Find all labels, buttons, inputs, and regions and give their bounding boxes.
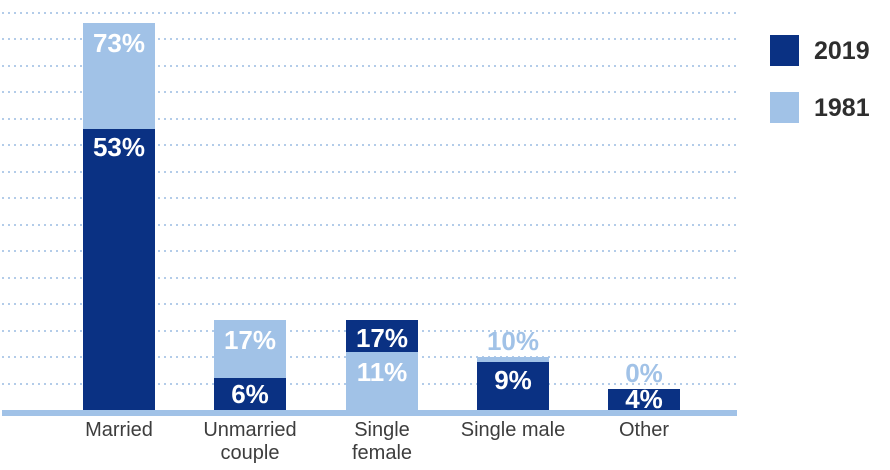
- category-label-unmarried-couple: Unmarried couple: [203, 419, 297, 464]
- category-label-single-male: Single male: [460, 419, 566, 441]
- value-label-1981-single-male: 10%: [486, 326, 540, 356]
- category-label-single-female: Single female: [351, 419, 413, 464]
- value-label-2019-unmarried-couple: 6%: [231, 379, 269, 410]
- gridline-25pct: [2, 276, 737, 279]
- bar-2019-other: [608, 388, 680, 410]
- gridline-50pct: [2, 144, 737, 146]
- bar-2019-single-male: [477, 362, 549, 410]
- bar-2019-unmarried-couple: [214, 378, 286, 410]
- value-label-1981-other: 0%: [625, 357, 663, 388]
- gridline-45pct: [2, 170, 737, 173]
- gridline-20pct: [2, 303, 737, 305]
- category-label-married: Married: [85, 419, 153, 441]
- value-label-1981-married: 73%: [92, 28, 146, 59]
- gridline-35pct: [2, 223, 737, 226]
- legend-swatch-1981: [770, 92, 799, 123]
- value-label-1981-single-female: 11%: [356, 356, 408, 387]
- bar-1981-single-female: [346, 351, 418, 410]
- legend-label-1981: 1981: [814, 94, 870, 122]
- legend-label-2019: 2019: [814, 37, 870, 65]
- value-label-1981-unmarried-couple: 17%: [223, 324, 277, 355]
- gridline-75pct: [2, 11, 737, 14]
- x-axis-line: [2, 410, 737, 416]
- gridline-70pct: [2, 38, 737, 40]
- gridline-40pct: [2, 197, 737, 199]
- gridline-60pct: [2, 91, 737, 93]
- value-label-2019-married: 53%: [92, 132, 146, 163]
- bar-2019-married: [83, 129, 155, 410]
- category-label-other: Other: [618, 419, 670, 441]
- gridline-55pct: [2, 117, 737, 120]
- gridline-65pct: [2, 64, 737, 67]
- value-label-2019-single-male: 9%: [494, 365, 532, 396]
- gridline-30pct: [2, 250, 737, 252]
- value-label-2019-single-female: 17%: [355, 322, 409, 353]
- legend-swatch-2019: [770, 35, 799, 66]
- value-label-2019-other: 4%: [625, 384, 663, 415]
